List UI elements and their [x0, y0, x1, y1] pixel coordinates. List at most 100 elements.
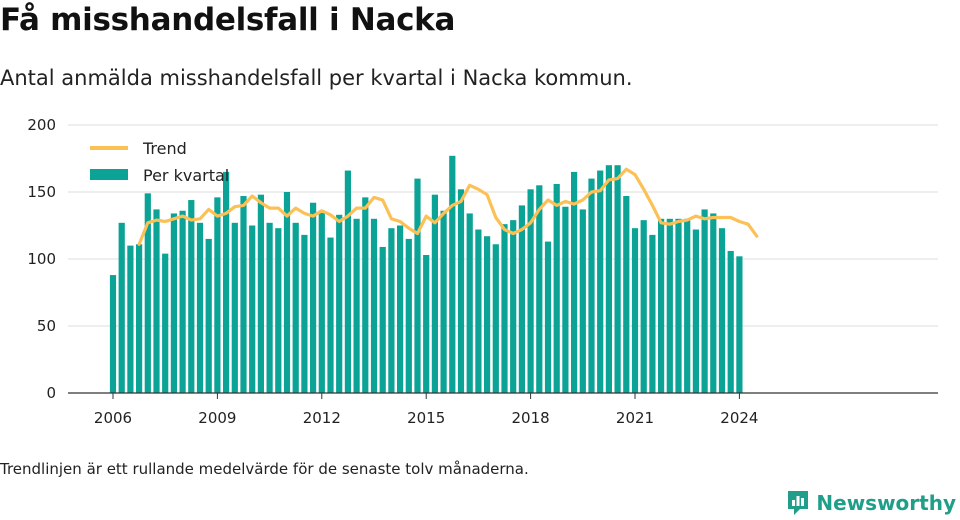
bar [344, 170, 351, 393]
bar [205, 238, 212, 393]
trend-layer [137, 167, 759, 246]
bar [179, 210, 186, 393]
y-tick-label: 200 [27, 116, 56, 134]
bar-layer [109, 155, 743, 393]
axis-layer: 0 50 100 150 200 2006 2009 2012 2015 2018 2021 2024 [27, 116, 938, 427]
bar [684, 218, 691, 393]
bar [475, 229, 482, 393]
bar [214, 197, 221, 393]
bar [727, 250, 734, 393]
bar [162, 253, 169, 393]
y-tick-label: 150 [27, 183, 56, 201]
bar [257, 194, 264, 393]
bar [310, 202, 317, 393]
x-tick-label: 2006 [94, 409, 132, 427]
bar [231, 222, 238, 393]
bar [579, 209, 586, 393]
bar [370, 218, 378, 393]
bar [388, 228, 395, 393]
x-tick-label: 2018 [512, 409, 550, 427]
bar [362, 197, 369, 393]
y-tick-label: 0 [46, 384, 56, 402]
bar [553, 183, 560, 393]
bar [666, 218, 673, 393]
bar [571, 171, 578, 393]
bar [718, 228, 726, 393]
bar [266, 222, 273, 393]
bar [597, 170, 604, 393]
bar [501, 224, 508, 393]
x-tick-label: 2012 [303, 409, 341, 427]
bar [623, 196, 630, 393]
x-tick-label: 2024 [720, 409, 758, 427]
bar [327, 237, 334, 393]
y-tick-label: 50 [37, 317, 56, 335]
bar [405, 238, 412, 393]
page-title: Få misshandelsfall i Nacka [0, 2, 456, 38]
bar [301, 234, 308, 393]
page-subtitle: Antal anmälda misshandelsfall per kvarta… [0, 66, 633, 90]
bar [249, 225, 256, 393]
bar [640, 220, 647, 393]
legend-trend-label: Trend [142, 139, 187, 158]
bar [353, 218, 360, 393]
bar [336, 214, 343, 393]
bar [588, 178, 595, 393]
bar [144, 193, 151, 393]
bar [118, 222, 125, 393]
bar [440, 210, 447, 393]
bar [449, 155, 456, 393]
bar [736, 256, 743, 393]
bar [649, 234, 656, 393]
bar [136, 244, 143, 393]
bar [223, 171, 230, 393]
bar [692, 229, 699, 393]
brand-name: Newsworthy [816, 491, 956, 515]
bar [196, 222, 204, 393]
bar [710, 213, 717, 393]
bar [153, 209, 160, 393]
legend: Trend Per kvartal [90, 139, 229, 185]
bar [605, 165, 612, 393]
bar [536, 185, 543, 393]
bar [127, 245, 134, 393]
bar [414, 178, 421, 393]
bar [275, 228, 282, 393]
x-tick-label: 2021 [616, 409, 654, 427]
bar [544, 241, 552, 393]
bar [379, 246, 386, 393]
trend-line [137, 167, 759, 246]
legend-bar-label: Per kvartal [143, 166, 229, 185]
bar [318, 212, 325, 393]
bar [109, 275, 117, 393]
bar [614, 165, 621, 393]
bar [457, 189, 465, 393]
bar [283, 192, 291, 393]
bar [292, 222, 299, 393]
bar [240, 196, 247, 393]
legend-bar-swatch [90, 169, 128, 180]
newsworthy-logo-icon [788, 491, 809, 515]
bar [675, 218, 682, 393]
brand-logo[interactable]: Newsworthy [786, 489, 956, 517]
bar [431, 194, 438, 393]
bar [631, 228, 639, 393]
bar [170, 213, 177, 393]
bar [397, 225, 404, 393]
x-tick-label: 2015 [407, 409, 445, 427]
bar [518, 205, 525, 393]
bar [188, 200, 195, 393]
bar [658, 218, 665, 393]
x-tick-label: 2009 [198, 409, 236, 427]
bar [701, 209, 708, 393]
y-tick-label: 100 [27, 250, 56, 268]
bar [484, 236, 491, 393]
bar [423, 254, 430, 393]
bar [510, 220, 517, 393]
bar [466, 213, 473, 393]
bar [527, 189, 534, 393]
bar [562, 206, 569, 393]
bar [492, 244, 499, 393]
footnote: Trendlinjen är ett rullande medelvärde f… [0, 460, 529, 478]
